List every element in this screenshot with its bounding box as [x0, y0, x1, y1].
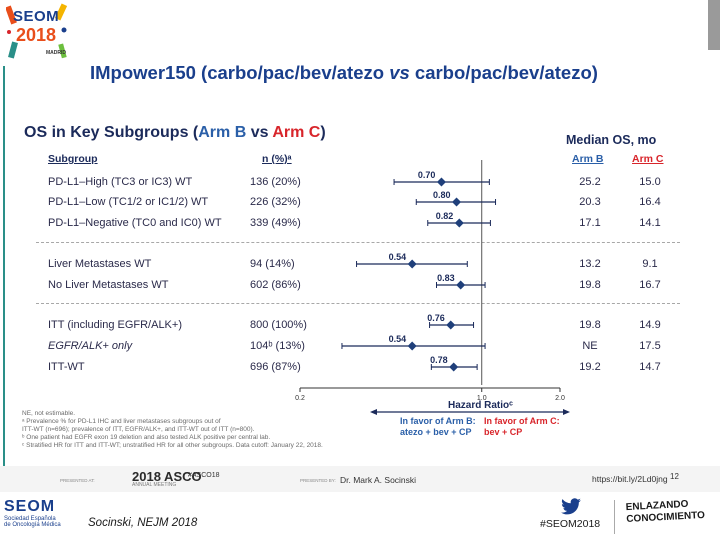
- row-label: PD-L1–High (TC3 or IC3) WT: [48, 176, 193, 188]
- footnote: ᵃ Prevalence % for PD-L1 IHC and liver m…: [22, 418, 221, 425]
- armb-col-header: Arm B: [572, 153, 604, 165]
- hr-data-label: 0.54: [389, 252, 407, 262]
- hr-point: [454, 218, 464, 228]
- logo-brand: SEOM: [13, 8, 60, 25]
- presenter-name: Dr. Mark A. Socinski: [340, 475, 417, 485]
- hr-data-label: 0.54: [389, 334, 407, 344]
- asco-subtitle: ANNUAL MEETING: [132, 482, 177, 488]
- footnote: ITT-WT (n=696); prevalence of ITT, EGFR/…: [22, 426, 255, 433]
- x-tick-label: 0.2: [295, 395, 305, 402]
- row-armb: 19.8: [579, 279, 601, 291]
- row-armb: 19.2: [579, 361, 601, 373]
- hr-point: [436, 177, 446, 187]
- row-armc: 17.5: [639, 340, 661, 352]
- presented-by-label: PRESENTED BY:: [300, 478, 336, 483]
- footer-divider: [614, 500, 615, 534]
- group-divider: [36, 303, 680, 304]
- presented-at-label: PRESENTED AT:: [60, 478, 95, 483]
- row-label: EGFR/ALK+ only: [48, 340, 133, 352]
- row-n: 136 (20%): [250, 176, 301, 188]
- n-col-header: n (%)ᵃ: [262, 153, 292, 165]
- favor-arm-c-label: In favor of Arm C: bev + CP: [484, 416, 560, 437]
- seom-2018-logo-icon: [6, 2, 68, 64]
- seom-society-logo: SEOM Sociedad Española de Oncología Médi…: [4, 498, 61, 528]
- row-armb: 19.8: [579, 319, 601, 331]
- row-n: 226 (32%): [250, 196, 301, 208]
- row-armc: 16.7: [639, 279, 661, 291]
- armc-col-header: Arm C: [632, 153, 664, 165]
- arrow-right-head: [563, 409, 570, 415]
- row-armc: 15.0: [639, 176, 661, 188]
- hr-point: [407, 341, 417, 351]
- seom-hashtag: #SEOM2018: [540, 518, 601, 530]
- twitter-icon[interactable]: [560, 498, 582, 516]
- row-label: ITT (including EGFR/ALK+): [48, 319, 182, 331]
- hr-data-label: 0.82: [436, 211, 454, 221]
- row-armc: 9.1: [642, 258, 658, 270]
- citation: Socinski, NEJM 2018: [88, 517, 198, 529]
- hr-point: [456, 280, 466, 290]
- row-armb: 25.2: [579, 176, 601, 188]
- tagline: ENLAZANDO CONOCIMIENTO: [625, 498, 706, 526]
- row-armb: 20.3: [579, 196, 601, 208]
- page-title: IMpower150 (carbo/pac/bev/atezo vs carbo…: [90, 62, 598, 83]
- row-armc: 14.1: [639, 217, 661, 229]
- short-link[interactable]: https://bit.ly/2Ld0jng: [592, 474, 668, 484]
- hr-point: [407, 259, 417, 269]
- slide-heading: OS in Key Subgroups (Arm B vs Arm C): [24, 124, 326, 141]
- hr-data-label: 0.83: [437, 273, 455, 283]
- logo-year: 2018: [16, 25, 57, 45]
- row-armc: 14.7: [639, 361, 661, 373]
- row-n: 602 (86%): [250, 279, 301, 291]
- hr-data-label: 0.78: [430, 355, 448, 365]
- row-n: 339 (49%): [250, 217, 301, 229]
- footnote: ᶜ Stratified HR for ITT and ITT-WT; unst…: [22, 442, 323, 449]
- median-os-header: Median OS, mo: [566, 133, 657, 147]
- hazard-ratio-axis-label: Hazard Ratioᶜ: [448, 400, 513, 411]
- favor-arm-b-label: In favor of Arm B: atezo + bev + CP: [400, 416, 476, 437]
- footnote: ᵇ One patient had EGFR exon 19 deletion …: [22, 434, 271, 441]
- hr-point: [449, 362, 459, 372]
- asco-hashtag: #ASCO18: [188, 472, 220, 479]
- row-armb: 17.1: [579, 217, 601, 229]
- row-label: PD-L1–Low (TC1/2 or IC1/2) WT: [48, 196, 209, 208]
- slide-number: 12: [670, 472, 679, 481]
- conference-footer: [0, 466, 720, 492]
- hr-point: [452, 197, 462, 207]
- hr-data-label: 0.80: [433, 190, 451, 200]
- row-n: 800 (100%): [250, 319, 307, 331]
- row-armc: 14.9: [639, 319, 661, 331]
- logo-city: MADRID: [46, 50, 66, 56]
- left-accent-bar: [3, 66, 5, 486]
- row-label: ITT-WT: [48, 361, 85, 373]
- group-divider: [36, 242, 680, 243]
- row-n: 104ᵇ (13%): [250, 340, 305, 352]
- row-label: Liver Metastases WT: [48, 258, 152, 270]
- arrow-left-head: [370, 409, 377, 415]
- forest-plot-panel: [16, 112, 706, 460]
- hr-data-label: 0.70: [418, 170, 436, 180]
- hr-data-label: 0.76: [427, 313, 445, 323]
- row-label: No Liver Metastases WT: [48, 279, 169, 291]
- row-n: 94 (14%): [250, 258, 295, 270]
- row-n: 696 (87%): [250, 361, 301, 373]
- row-armc: 16.4: [639, 196, 661, 208]
- right-corner-mark: [708, 0, 720, 50]
- row-armb: NE: [582, 340, 598, 352]
- row-label: PD-L1–Negative (TC0 and IC0) WT: [48, 217, 222, 229]
- x-tick-label: 2.0: [555, 395, 565, 402]
- hr-point: [446, 320, 456, 330]
- row-armb: 13.2: [579, 258, 601, 270]
- subgroup-col-header: Subgroup: [48, 153, 98, 165]
- asco-logo: 2018 ASCO: [132, 469, 202, 484]
- footnote: NE, not estimable.: [22, 410, 76, 417]
- x-tick-label: 1.0: [477, 395, 487, 402]
